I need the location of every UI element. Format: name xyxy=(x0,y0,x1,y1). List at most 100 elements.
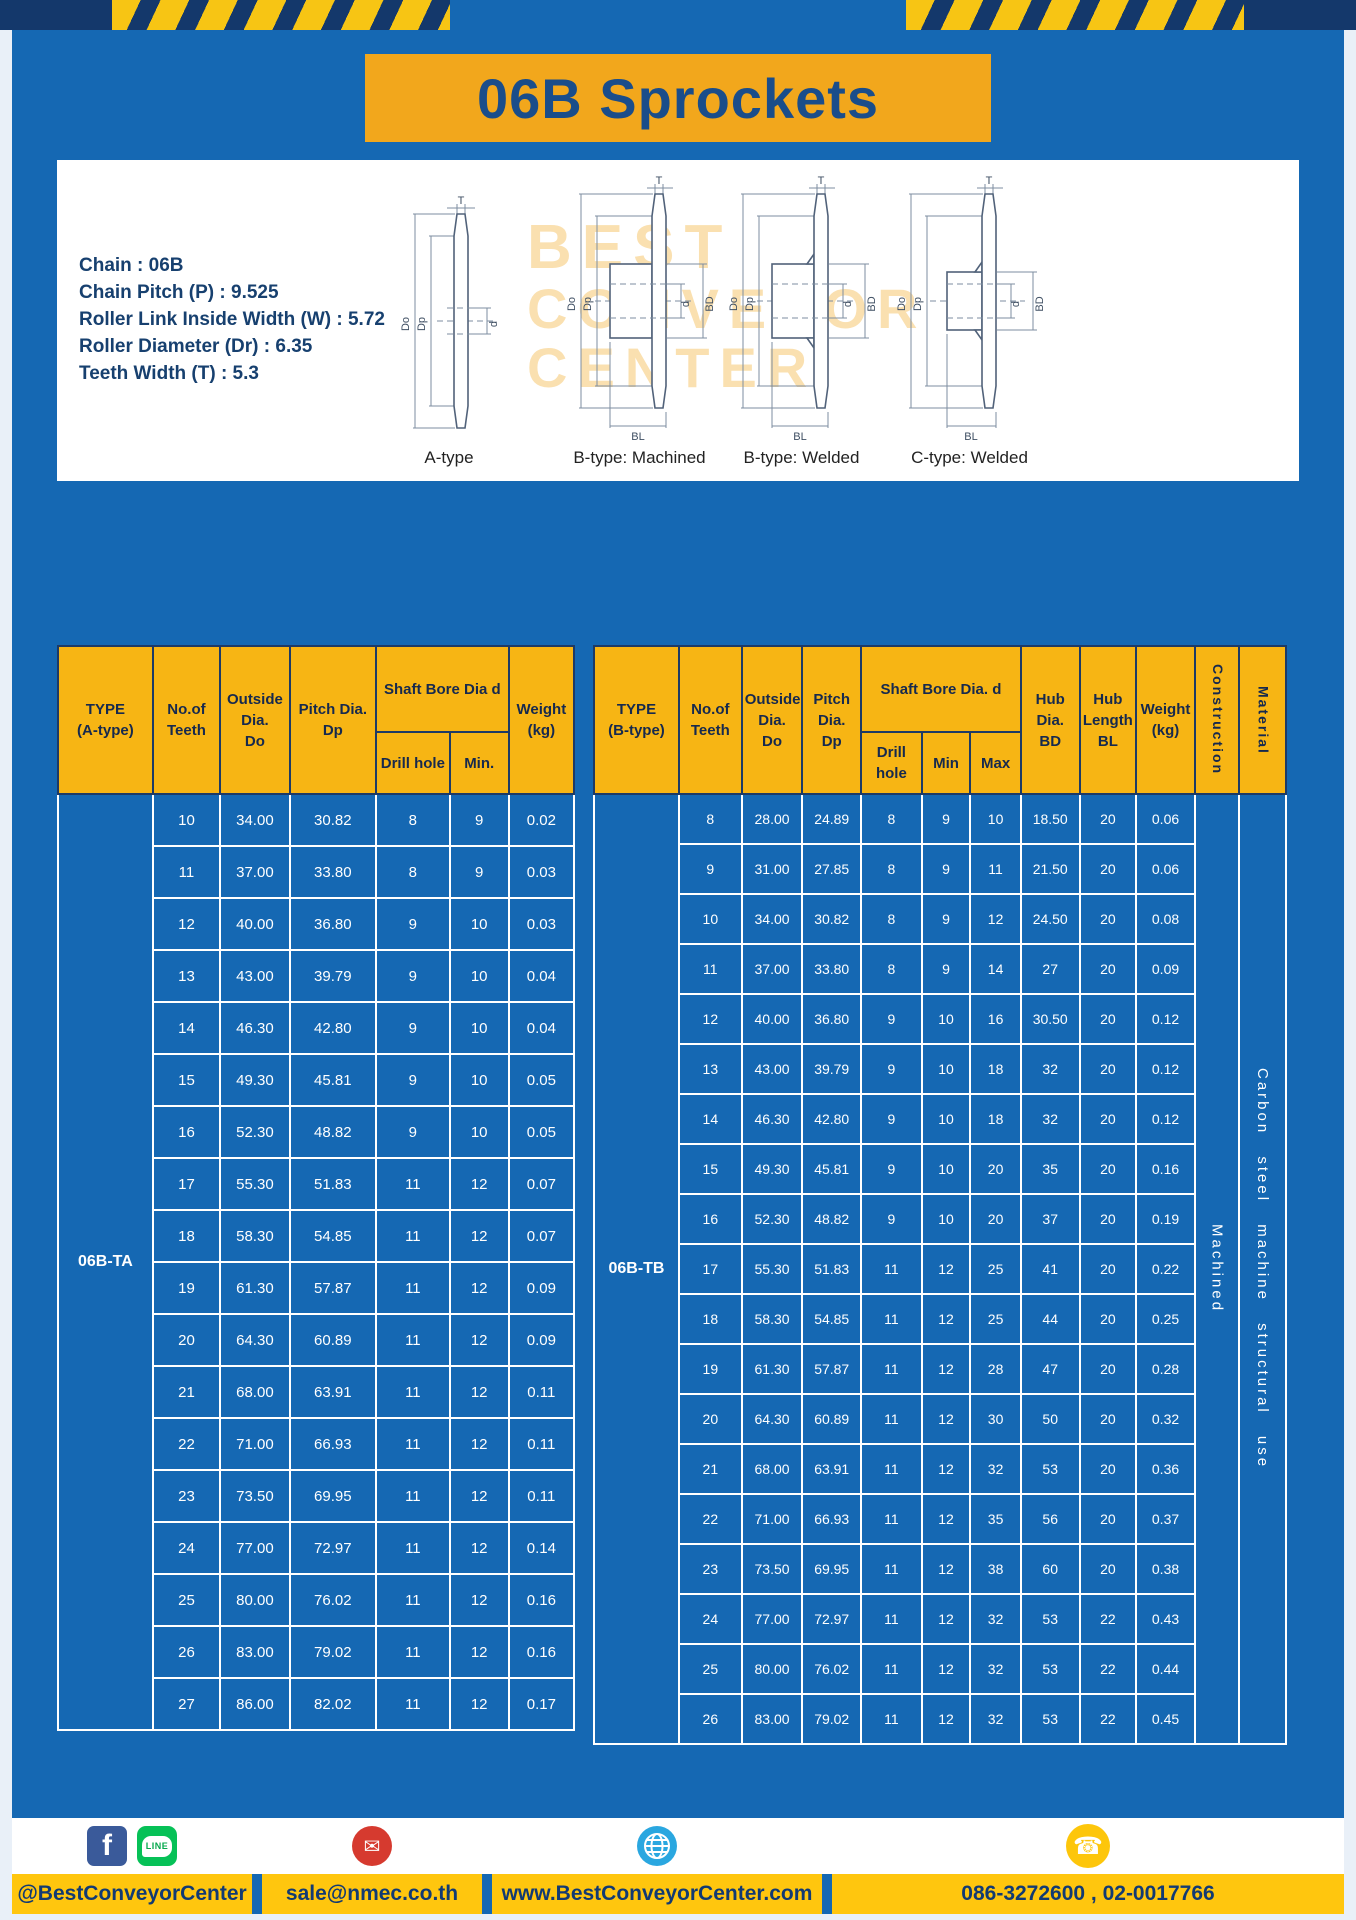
table-cell: 32 xyxy=(969,1643,1022,1695)
table-cell: 11 xyxy=(860,1593,923,1645)
table-cell: 11 xyxy=(860,1293,923,1345)
table-cell: 14 xyxy=(677,1093,743,1145)
dim-label-do: Do xyxy=(896,297,908,311)
table-b-header: TYPE (B-type) No.of Teeth Outside Dia. D… xyxy=(593,645,1287,795)
footer-email-section: ✉ sale@nmec.co.th xyxy=(262,1818,482,1914)
material-cell: Carbon steel machine structural use xyxy=(1238,793,1287,1745)
table-row: 15 49.30 45.81 9 10 0.05 xyxy=(58,1053,576,1107)
table-cell: 0.09 xyxy=(1135,943,1196,995)
table-cell: 22 xyxy=(1078,1643,1138,1695)
table-cell: 12 xyxy=(448,1677,510,1731)
table-cell: 0.32 xyxy=(1135,1393,1196,1445)
table-cell: 63.91 xyxy=(801,1443,863,1495)
sprocket-drawing-b-welded: T Do Dp d BD BL xyxy=(728,176,878,443)
table-cell: 11 xyxy=(375,1157,451,1211)
spec-line-roller-diameter: Roller Diameter (Dr) : 6.35 xyxy=(79,336,313,357)
table-cell: 16 xyxy=(151,1105,222,1159)
email-icon[interactable]: ✉ xyxy=(352,1826,392,1866)
table-cell: 12 xyxy=(448,1573,510,1627)
table-cell: 43.00 xyxy=(740,1043,804,1095)
table-cell: 60.89 xyxy=(801,1393,863,1445)
table-cell: 0.16 xyxy=(1135,1143,1196,1195)
table-row: 10 34.00 30.82 8 9 12 24.50 20 0.08 xyxy=(594,893,1286,945)
table-row: 17 55.30 51.83 11 12 25 41 20 0.22 xyxy=(594,1243,1286,1295)
table-cell: 51.83 xyxy=(288,1157,378,1211)
table-cell: 19 xyxy=(151,1261,222,1315)
table-row: 12 40.00 36.80 9 10 0.03 xyxy=(58,897,576,951)
table-cell: 8 xyxy=(860,843,923,895)
table-cell: 20 xyxy=(151,1313,222,1367)
table-cell: 0.16 xyxy=(507,1625,576,1679)
facebook-icon[interactable]: f xyxy=(87,1826,127,1866)
social-handle[interactable]: @BestConveyorCenter xyxy=(12,1874,252,1914)
sprocket-table-b-type: TYPE (B-type) No.of Teeth Outside Dia. D… xyxy=(593,645,1287,1745)
table-cell: 12 xyxy=(920,1393,972,1445)
table-cell: 12 xyxy=(920,1243,972,1295)
table-cell: 12 xyxy=(677,993,743,1045)
table-cell: 46.30 xyxy=(219,1001,291,1055)
col-header-teeth: No.of Teeth xyxy=(677,645,743,795)
table-cell: 52.30 xyxy=(740,1193,804,1245)
table-cell: 43.00 xyxy=(219,949,291,1003)
table-cell: 38 xyxy=(969,1543,1022,1595)
table-cell: 11 xyxy=(860,1543,923,1595)
line-icon[interactable]: LINE xyxy=(137,1826,177,1866)
table-cell: 0.04 xyxy=(507,949,576,1003)
table-a-header: TYPE (A-type) No.of Teeth Outside Dia. D… xyxy=(57,645,576,795)
table-cell: 68.00 xyxy=(219,1365,291,1419)
col-header-teeth: No.of Teeth xyxy=(151,645,222,795)
table-cell: 0.03 xyxy=(507,845,576,899)
table-row: 18 58.30 54.85 11 12 0.07 xyxy=(58,1209,576,1263)
sprocket-plate xyxy=(447,213,475,429)
table-cell: 71.00 xyxy=(740,1493,804,1545)
sprocket-drawing-c-welded: T Do Dp d BD BL xyxy=(896,176,1046,443)
table-cell: 9 xyxy=(920,943,972,995)
table-cell: 0.04 xyxy=(507,1001,576,1055)
table-cell: 76.02 xyxy=(288,1573,378,1627)
email-address[interactable]: sale@nmec.co.th xyxy=(262,1874,482,1914)
spec-line-chain: Chain : 06B xyxy=(79,255,184,276)
table-cell: 60.89 xyxy=(288,1313,378,1367)
dimension-lines xyxy=(740,184,869,428)
table-cell: 64.30 xyxy=(219,1313,291,1367)
chain-specs: Chain : 06B Chain Pitch (P) : 9.525 Roll… xyxy=(79,252,385,387)
table-cell: 71.00 xyxy=(219,1417,291,1471)
table-row: 26 83.00 79.02 11 12 0.16 xyxy=(58,1625,576,1679)
table-cell: 0.11 xyxy=(507,1469,576,1523)
table-cell: 37 xyxy=(1019,1193,1081,1245)
table-a-body: 06B-TA 10 34.00 30.82 8 9 0.02 11 37.00 33.80 8 9 0.… xyxy=(57,793,576,1731)
table-cell: 9 xyxy=(920,843,972,895)
phone-icon[interactable]: ☎ xyxy=(1066,1824,1110,1868)
table-cell: 77.00 xyxy=(219,1521,291,1575)
table-cell: 68.00 xyxy=(740,1443,804,1495)
table-cell: 15 xyxy=(677,1143,743,1195)
table-cell: 31.00 xyxy=(740,843,804,895)
table-b-container: TYPE (B-type) No.of Teeth Outside Dia. D… xyxy=(593,645,1287,1745)
table-cell: 0.09 xyxy=(507,1313,576,1367)
website-url[interactable]: www.BestConveyorCenter.com xyxy=(492,1874,822,1914)
table-cell: 48.82 xyxy=(801,1193,863,1245)
footer-social-section: f LINE @BestConveyorCenter xyxy=(12,1818,252,1914)
col-header-drill-hole: Drill hole xyxy=(375,731,451,795)
table-cell: 66.93 xyxy=(288,1417,378,1471)
col-header-min: Min. xyxy=(448,731,510,795)
phone-numbers[interactable]: 086-3272600 , 02-0017766 xyxy=(832,1874,1344,1914)
globe-icon[interactable] xyxy=(637,1826,677,1866)
table-cell: 14 xyxy=(151,1001,222,1055)
table-row: 16 52.30 48.82 9 10 0.05 xyxy=(58,1105,576,1159)
table-cell: 53 xyxy=(1019,1693,1081,1745)
construction-cell: Machined xyxy=(1193,793,1241,1745)
type-group-cell: 06B-TB xyxy=(593,793,680,1745)
table-cell: 32 xyxy=(969,1693,1022,1745)
table-cell: 0.12 xyxy=(1135,1093,1196,1145)
hazard-stripes-left xyxy=(112,0,450,30)
table-cell: 10 xyxy=(448,1105,510,1159)
table-cell: 0.07 xyxy=(507,1157,576,1211)
table-cell: 0.17 xyxy=(507,1677,576,1731)
diagram-b-type-welded: T Do Dp d BD BL B-type: Welded xyxy=(709,172,894,468)
dim-label-do: Do xyxy=(400,317,412,331)
table-row: 11 37.00 33.80 8 9 0.03 xyxy=(58,845,576,899)
table-cell: 11 xyxy=(375,1261,451,1315)
type-group-cell: 06B-TA xyxy=(57,793,154,1731)
